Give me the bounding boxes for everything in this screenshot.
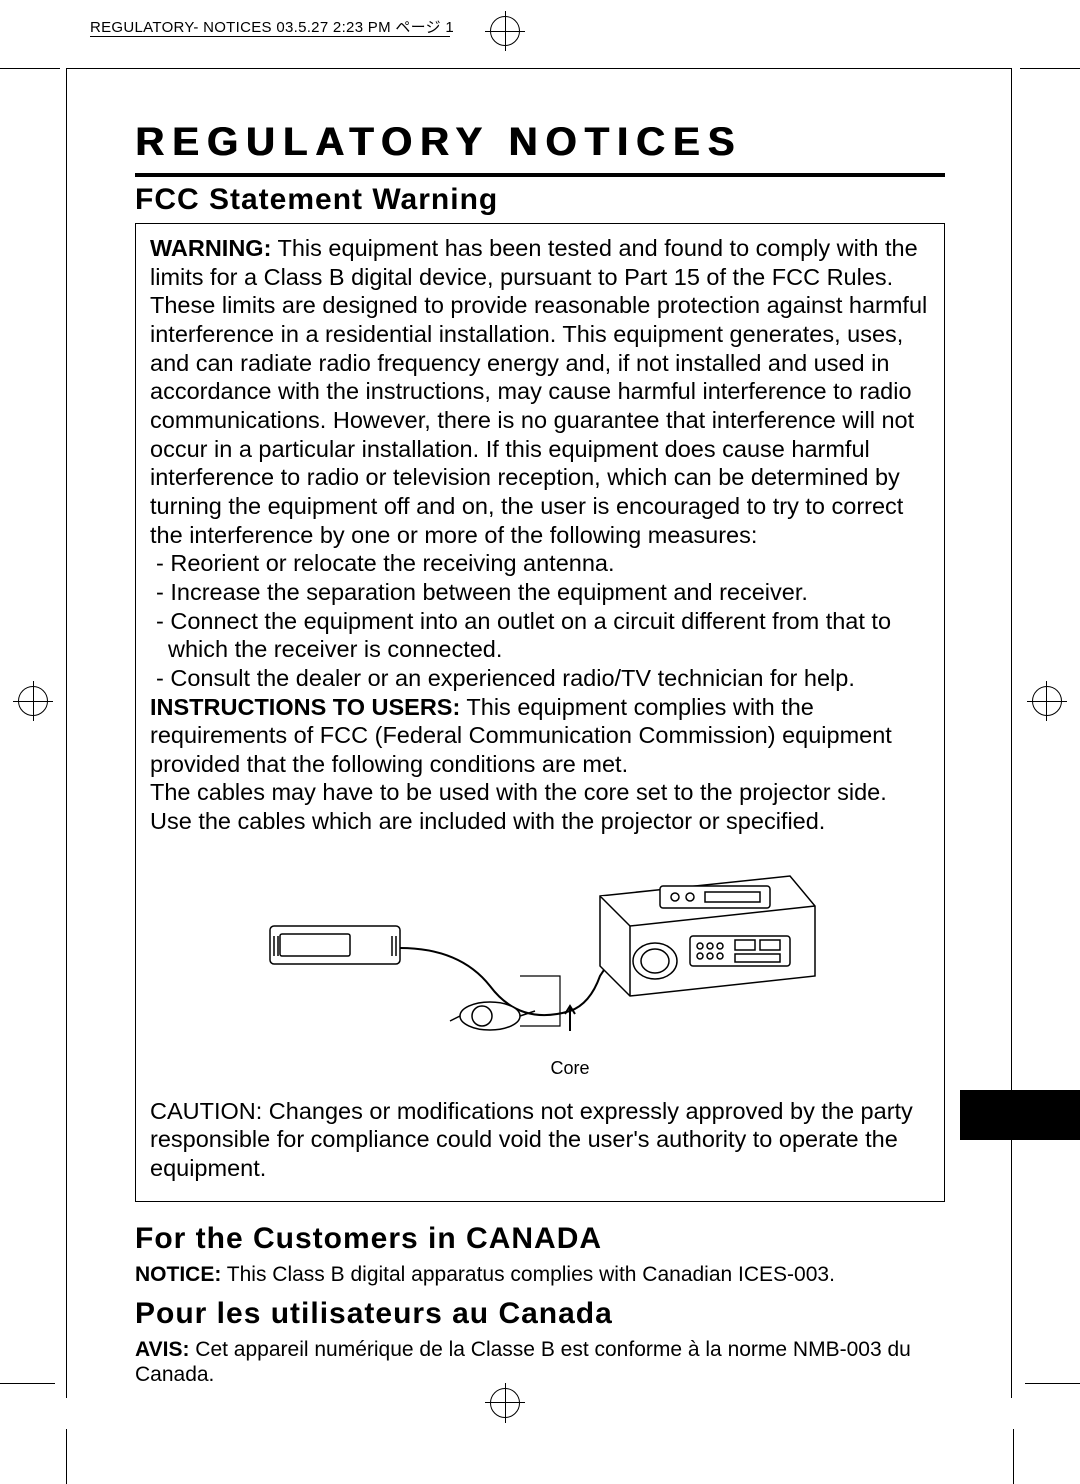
page-content: REGULATORY NOTICES FCC Statement Warning… bbox=[135, 120, 945, 1397]
title-rule bbox=[135, 173, 945, 177]
register-mark bbox=[1027, 701, 1067, 702]
instructions-label: INSTRUCTIONS TO USERS: bbox=[150, 694, 460, 720]
crop-mark bbox=[1013, 1429, 1014, 1484]
caution-text: CAUTION: Changes or modifications not ex… bbox=[150, 1097, 930, 1183]
measure-item: - Reorient or relocate the receiving ant… bbox=[150, 549, 930, 578]
measures-list: - Reorient or relocate the receiving ant… bbox=[150, 549, 930, 692]
crop-mark bbox=[0, 1383, 55, 1384]
canada-en-heading: For the Customers in CANADA bbox=[135, 1222, 945, 1256]
warning-label: WARNING: bbox=[150, 235, 271, 261]
fcc-warning: WARNING: This equipment has been tested … bbox=[150, 234, 930, 549]
crop-mark bbox=[1025, 1383, 1080, 1384]
measure-item: - Connect the equipment into an outlet o… bbox=[150, 607, 930, 664]
print-header: REGULATORY- NOTICES 03.5.27 2:23 PM ページ … bbox=[90, 16, 454, 37]
core-label: Core bbox=[210, 1058, 930, 1079]
measure-item: - Increase the separation between the eq… bbox=[150, 578, 930, 607]
register-mark bbox=[505, 11, 506, 51]
thumb-tab bbox=[960, 1090, 1080, 1140]
avis-text: Cet appareil numérique de la Classe B es… bbox=[135, 1338, 911, 1386]
notice-text: This Class B digital apparatus complies … bbox=[221, 1263, 835, 1286]
avis-label: AVIS: bbox=[135, 1338, 189, 1361]
fcc-box: WARNING: This equipment has been tested … bbox=[135, 223, 945, 1202]
page-title: REGULATORY NOTICES bbox=[135, 120, 945, 165]
measure-item: - Consult the dealer or an experienced r… bbox=[150, 664, 930, 693]
fcc-heading: FCC Statement Warning bbox=[135, 183, 945, 217]
canada-fr-heading: Pour les utilisateurs au Canada bbox=[135, 1297, 945, 1331]
canada-en-block: For the Customers in CANADA NOTICE: This… bbox=[135, 1222, 945, 1287]
cable-text: The cables may have to be used with the … bbox=[150, 778, 930, 835]
crop-mark bbox=[0, 68, 60, 69]
print-header-rule bbox=[90, 36, 450, 37]
canada-en-text: NOTICE: This Class B digital apparatus c… bbox=[135, 1262, 945, 1287]
illustration bbox=[150, 856, 930, 1056]
warning-text: This equipment has been tested and found… bbox=[150, 235, 927, 548]
crop-mark bbox=[1020, 68, 1080, 69]
instructions-para: INSTRUCTIONS TO USERS: This equipment co… bbox=[150, 693, 930, 779]
canada-fr-text: AVIS: Cet appareil numérique de la Class… bbox=[135, 1337, 945, 1387]
canada-fr-block: Pour les utilisateurs au Canada AVIS: Ce… bbox=[135, 1297, 945, 1387]
register-mark bbox=[1046, 681, 1047, 721]
crop-mark bbox=[66, 1429, 67, 1484]
register-mark bbox=[33, 681, 34, 721]
notice-label: NOTICE: bbox=[135, 1263, 221, 1286]
